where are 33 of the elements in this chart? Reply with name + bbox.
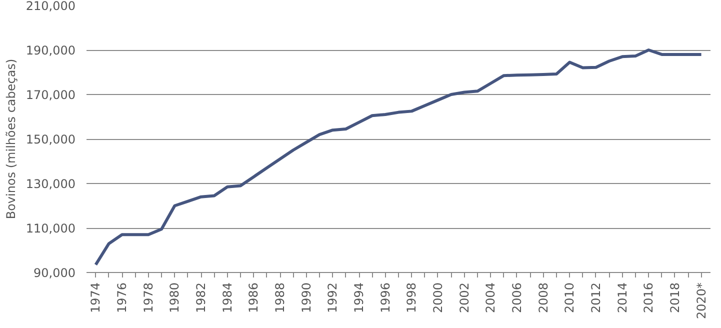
x-tick-label: 1980 [168, 282, 182, 314]
y-tick-label: 130,000 [26, 177, 76, 191]
x-tick-label: 2012 [588, 282, 603, 314]
x-tick-label: 1974 [88, 282, 103, 314]
x-tick-label: 1984 [220, 282, 234, 314]
x-tick-label: 1982 [194, 282, 208, 314]
x-tick-label: 2016 [642, 282, 656, 314]
x-tick-label: 2008 [536, 282, 550, 314]
x-tick-label: 1978 [141, 282, 156, 314]
x-tick-label: 1986 [246, 282, 261, 314]
x-tick-label: 1976 [115, 282, 130, 314]
y-tick-label: 110,000 [26, 222, 76, 236]
line-series [94, 48, 703, 266]
y-tick-label: 150,000 [26, 132, 76, 146]
x-tick-label: 1994 [352, 282, 366, 314]
x-tick-label: 1988 [273, 282, 288, 314]
x-tick-label: 1992 [326, 282, 340, 314]
x-tick-label: 2006 [510, 282, 524, 314]
y-axis-title: Bovinos (milhões cabeças) [4, 58, 18, 220]
y-tick-label: 90,000 [34, 266, 76, 280]
x-tick-label: 1996 [378, 282, 392, 314]
y-tick-label: 170,000 [26, 88, 76, 102]
y-tick-label: 190,000 [26, 44, 76, 58]
x-tick-label: 2010 [562, 282, 577, 314]
x-tick-label: 2000 [430, 282, 445, 314]
x-tick-label: 1998 [404, 282, 419, 314]
x-tick-label: 2014 [615, 282, 630, 314]
x-tick-label: 2020* [694, 282, 708, 320]
x-tick-label: 2002 [457, 282, 472, 314]
x-tick-label: 1990 [299, 282, 314, 314]
x-tick-label: 2018 [668, 282, 682, 314]
x-tick-label: 2004 [484, 282, 498, 314]
y-tick-label: 210,000 [26, 0, 76, 13]
